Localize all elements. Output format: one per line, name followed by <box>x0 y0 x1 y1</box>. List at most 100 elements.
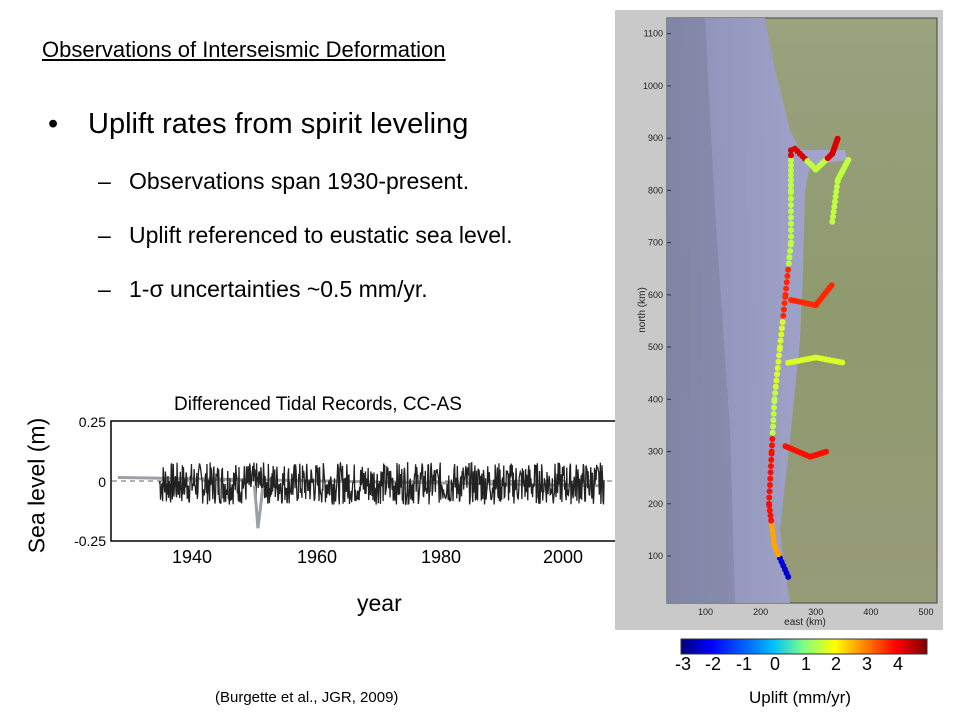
x-tick-label: 1980 <box>421 547 462 567</box>
citation: (Burgette et al., JGR, 2009) <box>215 689 399 706</box>
uplift-point <box>845 156 852 163</box>
uplift-point <box>834 135 841 142</box>
y-tick-label: 0 <box>98 474 106 490</box>
uplift-point <box>776 344 783 351</box>
uplift-point <box>770 417 777 424</box>
uplift-point <box>782 291 789 298</box>
uplift-point <box>787 182 794 189</box>
uplift-point <box>770 423 777 430</box>
x-tick-label: 2000 <box>543 547 584 567</box>
uplift-point <box>787 208 794 215</box>
uplift-point <box>783 279 790 286</box>
uplift-point <box>780 306 787 313</box>
uplift-point <box>823 448 830 455</box>
uplift-point <box>831 203 838 210</box>
uplift-point <box>768 448 775 455</box>
uplift-point <box>830 208 837 215</box>
map-y-tick-label: 700 <box>648 238 663 248</box>
map-y-tick-label: 100 <box>648 551 663 561</box>
uplift-point <box>833 183 840 190</box>
colorbar-tick: 3 <box>861 654 872 674</box>
colorbar-tick: 2 <box>830 654 841 674</box>
uplift-point <box>777 337 784 344</box>
series-gray-spike <box>252 485 265 529</box>
map-y-tick-label: 1000 <box>643 81 663 91</box>
uplift-point <box>771 542 778 549</box>
uplift-point <box>769 435 776 442</box>
dash-marker: – <box>98 222 111 248</box>
map-x-tick-label: 400 <box>863 607 878 617</box>
tide-chart <box>110 420 630 542</box>
y-tick-label: -0.25 <box>74 533 106 549</box>
colorbar <box>680 638 928 655</box>
uplift-point <box>779 318 786 325</box>
uplift-point <box>784 273 791 280</box>
uplift-point <box>787 201 794 208</box>
colorbar-gradient <box>680 638 928 655</box>
uplift-point <box>787 233 794 240</box>
uplift-point <box>769 442 776 449</box>
uplift-point <box>787 195 794 202</box>
uplift-point <box>778 331 785 338</box>
uplift-point <box>829 218 836 225</box>
uplift-point <box>787 187 794 194</box>
map-shelf <box>667 18 735 603</box>
map-y-tick-label: 300 <box>648 447 663 457</box>
map-y-tick-label: 400 <box>648 394 663 404</box>
bullet-text: Uplift rates from spirit leveling <box>88 108 469 140</box>
uplift-point <box>769 527 776 534</box>
uplift-point <box>829 213 836 220</box>
uplift-point <box>787 220 794 227</box>
uplift-point <box>787 167 794 174</box>
map-y-tick-label: 900 <box>648 133 663 143</box>
y-tick-label: 0.25 <box>78 414 106 430</box>
uplift-point <box>787 214 794 221</box>
bullet-marker: • <box>48 108 59 140</box>
map-x-tick-label: 200 <box>753 607 768 617</box>
uplift-point <box>770 532 777 539</box>
x-tick-label: 1940 <box>172 547 213 567</box>
uplift-point <box>778 325 785 332</box>
uplift-point <box>767 512 774 519</box>
series-black <box>158 461 605 506</box>
tide-chart-title: Differenced Tidal Records, CC-AS <box>174 394 462 415</box>
uplift-point <box>767 463 774 470</box>
uplift-point <box>770 410 777 417</box>
uplift-point <box>768 517 775 524</box>
uplift-point <box>775 358 782 365</box>
uplift-point <box>787 239 794 246</box>
map-y-tick-label: 800 <box>648 185 663 195</box>
uplift-point <box>785 260 792 267</box>
map-y-tick-label: 200 <box>648 499 663 509</box>
map-x-tick-label: 500 <box>918 607 933 617</box>
uplift-point <box>766 488 773 495</box>
uplift-map: 100 200 300 400 500 600 700 800 900 1000 1100 100 20… <box>615 10 943 630</box>
uplift-point <box>781 300 788 307</box>
uplift-point <box>772 390 779 397</box>
uplift-point <box>773 377 780 384</box>
uplift-point <box>786 254 793 261</box>
map-ocean <box>667 18 847 603</box>
sub-bullet-text: Observations span 1930-present. <box>129 168 470 194</box>
uplift-point <box>785 266 792 273</box>
colorbar-tick: 1 <box>800 654 811 674</box>
map-y-tick-label: 600 <box>648 290 663 300</box>
map-y-tick-label: 500 <box>648 342 663 352</box>
map-y-axis-label: north (km) <box>637 287 648 333</box>
map-x-axis-label: east (km) <box>784 617 826 628</box>
colorbar-tick: -1 <box>735 654 752 674</box>
dash-marker: – <box>98 168 111 194</box>
dash-marker: – <box>98 276 111 302</box>
uplift-point <box>774 364 781 371</box>
colorbar-tick: 0 <box>769 654 780 674</box>
uplift-point <box>769 429 776 436</box>
uplift-point <box>787 247 794 254</box>
uplift-point <box>787 162 794 169</box>
uplift-point <box>780 312 787 319</box>
uplift-point <box>787 172 794 179</box>
uplift-point <box>787 227 794 234</box>
colorbar-label: Uplift (mm/yr) <box>749 688 851 707</box>
uplift-point <box>772 383 779 390</box>
map-x-tick-label: 100 <box>698 607 713 617</box>
map-x-tick-label: 300 <box>808 607 823 617</box>
